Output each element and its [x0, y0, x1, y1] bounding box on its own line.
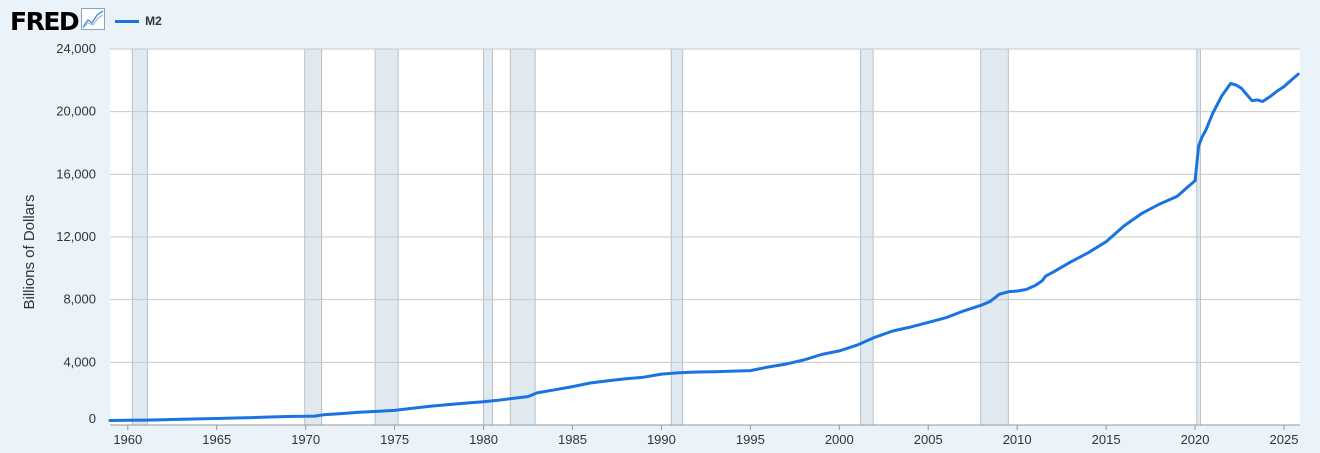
series-line-m2[interactable]: [108, 72, 1300, 422]
y-tick-label: 8,000: [63, 292, 96, 307]
y-axis: 0 4,000 8,000 12,000 16,000 20,000 24,000: [56, 41, 96, 426]
x-tick-label: 1975: [380, 432, 409, 447]
x-tick-label: 2025: [1270, 432, 1299, 447]
graph-line-icon: [81, 7, 106, 35]
x-tick-label: 2015: [1092, 432, 1121, 447]
y-tick-label: 12,000: [56, 229, 96, 244]
graph-line-icon-svg: [81, 7, 106, 30]
x-tick-label: 2020: [1181, 432, 1210, 447]
x-tick-label: 2010: [1003, 432, 1032, 447]
x-tick-label: 1960: [113, 432, 142, 447]
y-axis-title: Billions of Dollars: [21, 194, 38, 309]
y-tick-label: 16,000: [56, 166, 96, 181]
y-tick-label: 24,000: [56, 41, 96, 56]
x-tick-label: 1980: [469, 432, 498, 447]
legend-label-m2: M2: [145, 14, 162, 28]
legend-swatch-m2: [115, 19, 140, 23]
x-tick-label: 2005: [914, 432, 943, 447]
y-tick-label: 20,000: [56, 104, 96, 119]
y-tick-label: 0: [89, 411, 96, 426]
chart-header: FRED M2: [10, 6, 162, 36]
x-tick-label: 1990: [647, 432, 676, 447]
x-tick-label: 1985: [558, 432, 587, 447]
x-axis: 1960 1965 1970 1975 1980 1985 1990 1995 2000 2005…: [110, 424, 1300, 447]
y-tick-label: 4,000: [63, 354, 96, 369]
legend[interactable]: M2: [115, 14, 162, 28]
x-tick-label: 2000: [825, 432, 854, 447]
series-layer: [108, 72, 1300, 422]
x-tick-label: 1970: [291, 432, 320, 447]
x-tick-label: 1965: [202, 432, 231, 447]
fred-logo[interactable]: FRED: [10, 6, 80, 36]
x-tick-label: 1995: [736, 432, 765, 447]
